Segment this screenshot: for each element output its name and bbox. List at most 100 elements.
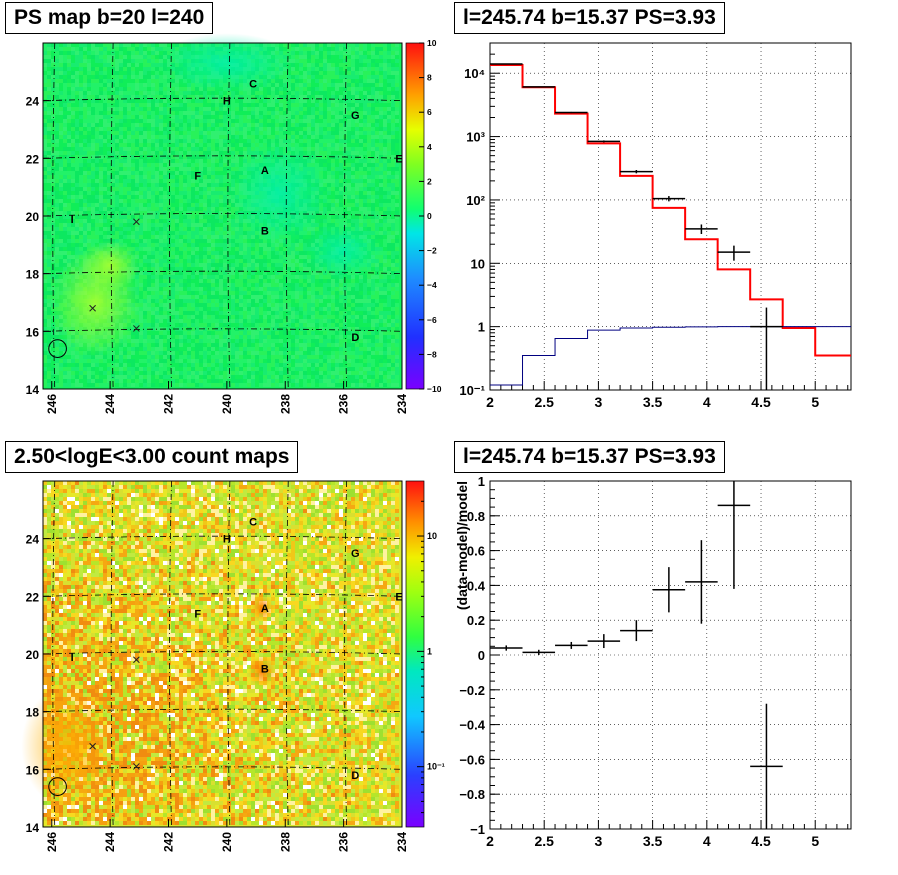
map-pixel bbox=[127, 183, 131, 187]
map-pixel bbox=[103, 43, 107, 47]
map-pixel bbox=[323, 159, 327, 163]
map-pixel bbox=[179, 199, 183, 203]
map-pixel bbox=[251, 107, 255, 111]
map-pixel bbox=[339, 207, 343, 211]
map-pixel bbox=[87, 79, 91, 83]
map-pixel bbox=[71, 183, 75, 187]
map-pixel bbox=[231, 143, 235, 147]
map-pixel bbox=[247, 91, 251, 95]
map-pixel bbox=[107, 203, 111, 207]
map-pixel bbox=[115, 87, 119, 91]
map-pixel bbox=[371, 179, 375, 183]
map-pixel bbox=[187, 251, 191, 255]
map-pixel bbox=[167, 195, 171, 199]
map-pixel bbox=[203, 159, 207, 163]
map-pixel bbox=[163, 251, 167, 255]
map-pixel bbox=[83, 67, 87, 71]
map-pixel bbox=[43, 111, 47, 115]
map-pixel bbox=[267, 247, 271, 251]
map-pixel bbox=[195, 135, 199, 139]
map-pixel bbox=[335, 111, 339, 115]
map-pixel bbox=[43, 255, 47, 259]
map-pixel bbox=[351, 215, 355, 219]
map-pixel bbox=[135, 79, 139, 83]
map-pixel bbox=[347, 183, 351, 187]
map-pixel bbox=[331, 95, 335, 99]
map-pixel bbox=[255, 123, 259, 127]
map-pixel bbox=[331, 183, 335, 187]
map-pixel bbox=[395, 207, 399, 211]
map-pixel bbox=[135, 67, 139, 71]
map-pixel bbox=[135, 131, 139, 135]
map-pixel bbox=[231, 235, 235, 239]
map-pixel bbox=[231, 223, 235, 227]
map-pixel bbox=[199, 219, 203, 223]
map-pixel bbox=[171, 179, 175, 183]
map-pixel bbox=[107, 71, 111, 75]
map-pixel bbox=[111, 231, 115, 235]
map-pixel bbox=[247, 255, 251, 259]
map-pixel bbox=[383, 235, 387, 239]
map-pixel bbox=[383, 151, 387, 155]
map-pixel bbox=[227, 255, 231, 259]
map-pixel bbox=[43, 267, 47, 271]
map-pixel bbox=[207, 167, 211, 171]
map-pixel bbox=[127, 159, 131, 163]
map-pixel bbox=[235, 103, 239, 107]
map-pixel bbox=[235, 151, 239, 155]
map-pixel bbox=[347, 67, 351, 71]
map-pixel bbox=[43, 195, 47, 199]
map-pixel bbox=[183, 159, 187, 163]
map-pixel bbox=[211, 167, 215, 171]
map-pixel bbox=[119, 95, 123, 99]
map-pixel bbox=[71, 207, 75, 211]
map-pixel bbox=[331, 195, 335, 199]
map-pixel bbox=[191, 91, 195, 95]
map-pixel bbox=[111, 171, 115, 175]
map-pixel bbox=[127, 219, 131, 223]
map-pixel bbox=[383, 247, 387, 251]
map-pixel bbox=[279, 115, 283, 119]
map-pixel bbox=[275, 87, 279, 91]
map-pixel bbox=[87, 71, 91, 75]
map-pixel bbox=[179, 87, 183, 91]
map-pixel bbox=[307, 91, 311, 95]
map-pixel bbox=[243, 147, 247, 151]
map-pixel bbox=[391, 71, 395, 75]
map-pixel bbox=[387, 83, 391, 87]
map-pixel bbox=[207, 195, 211, 199]
map-pixel bbox=[83, 95, 87, 99]
map-pixel bbox=[387, 215, 391, 219]
map-pixel bbox=[187, 175, 191, 179]
map-pixel bbox=[367, 179, 371, 183]
map-pixel bbox=[111, 107, 115, 111]
map-pixel bbox=[215, 107, 219, 111]
map-pixel bbox=[79, 139, 83, 143]
map-pixel bbox=[115, 147, 119, 151]
map-pixel bbox=[319, 75, 323, 79]
map-pixel bbox=[163, 223, 167, 227]
map-pixel bbox=[191, 231, 195, 235]
map-pixel bbox=[75, 119, 79, 123]
map-pixel bbox=[179, 95, 183, 99]
map-pixel bbox=[239, 111, 243, 115]
map-pixel bbox=[347, 151, 351, 155]
map-pixel bbox=[171, 163, 175, 167]
map-pixel bbox=[123, 115, 127, 119]
map-pixel bbox=[255, 103, 259, 107]
map-pixel bbox=[211, 111, 215, 115]
map-pixel bbox=[135, 151, 139, 155]
map-pixel bbox=[219, 247, 223, 251]
map-pixel bbox=[171, 151, 175, 155]
map-pixel bbox=[147, 139, 151, 143]
map-pixel bbox=[267, 259, 271, 263]
map-pixel bbox=[83, 79, 87, 83]
map-pixel bbox=[179, 207, 183, 211]
map-pixel bbox=[363, 67, 367, 71]
map-pixel bbox=[267, 95, 271, 99]
map-pixel bbox=[123, 175, 127, 179]
map-pixel bbox=[327, 183, 331, 187]
map-pixel bbox=[123, 83, 127, 87]
map-pixel bbox=[347, 71, 351, 75]
map-pixel bbox=[143, 175, 147, 179]
